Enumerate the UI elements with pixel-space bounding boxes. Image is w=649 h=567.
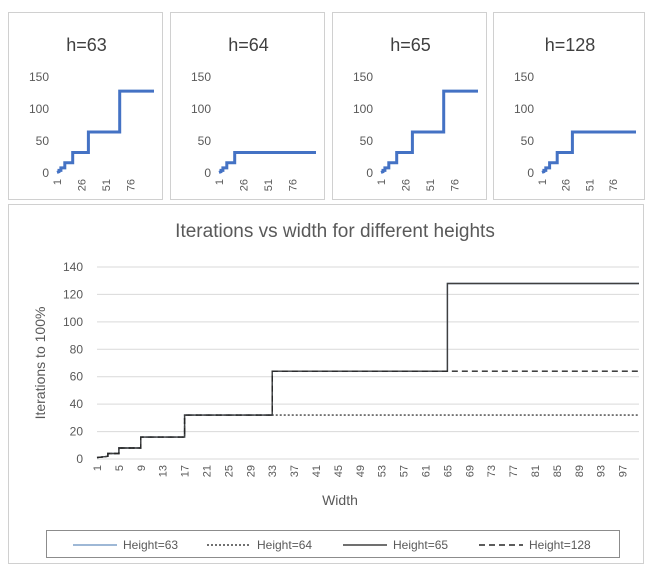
y-tick-label: 0 [42,166,49,180]
y-tick-label: 80 [70,342,84,356]
x-tick-label: 33 [267,465,279,477]
x-tick-label: 9 [136,465,148,471]
x-tick-label: 13 [158,465,170,477]
legend-label: Height=64 [257,538,312,552]
series-line-1 [96,414,639,459]
legend-label: Height=128 [529,538,591,552]
x-tick-label: 73 [486,465,498,477]
main-chart-svg: Iterations vs width for different height… [32,221,639,508]
y-tick-label: 50 [521,134,535,148]
series-line [541,130,636,174]
y-tick-label: 50 [198,134,212,148]
x-tick-label: 21 [201,465,213,477]
y-tick-label: 120 [63,287,83,301]
legend-label: Height=63 [123,538,178,552]
y-tick-label: 100 [353,102,373,116]
x-tick-label: 25 [223,465,235,477]
chart-title: h=65 [390,35,431,55]
y-tick-label: 100 [514,102,534,116]
x-tick-label: 41 [311,465,323,477]
y-tick-label: 150 [29,70,49,84]
main-chart: Iterations vs width for different height… [8,204,644,564]
x-tick-label: 77 [508,465,520,477]
small-chart-h63-svg: h=63 0 50 100 150 1 26 51 76 [29,35,154,191]
x-tick-label: 1 [52,179,64,185]
series-line-3 [96,370,639,459]
y-axis-label: Iterations to 100% [32,307,48,420]
y-tick-label: 0 [204,166,211,180]
x-tick-label: 51 [425,179,437,191]
x-tick-label: 5 [114,465,126,471]
x-tick-label: 76 [449,179,461,191]
y-tick-label: 20 [70,425,84,439]
x-tick-label: 69 [464,465,476,477]
x-tick-label: 81 [530,465,542,477]
small-chart-h128: h=128 0 50 100 150 1 26 51 76 [493,12,645,200]
small-chart-h63: h=63 0 50 100 150 1 26 51 76 [8,12,163,200]
x-tick-label: 76 [125,179,137,191]
small-chart-h64: h=64 0 50 100 150 1 26 51 76 [170,12,325,200]
x-tick-label: 76 [608,179,620,191]
x-tick-label: 61 [420,465,432,477]
x-tick-label: 29 [245,465,257,477]
x-axis-label: Width [322,492,358,508]
x-tick-label: 93 [596,465,608,477]
x-tick-label: 37 [289,465,301,477]
chart-legend: Height=63 Height=64 Height=65 Height=128 [46,530,620,558]
small-chart-h64-svg: h=64 0 50 100 150 1 26 51 76 [191,35,316,191]
y-tick-label: 100 [29,102,49,116]
x-tick-label: 57 [399,465,411,477]
x-tick-label: 1 [537,179,549,185]
small-chart-h65: h=65 0 50 100 150 1 26 51 76 [332,12,487,200]
series-line [56,89,154,174]
x-tick-label: 1 [92,465,104,471]
x-tick-label: 51 [584,179,596,191]
y-tick-label: 40 [70,397,84,411]
y-tick-label: 140 [63,260,83,274]
small-chart-h65-svg: h=65 0 50 100 150 1 26 51 76 [353,35,478,191]
y-tick-label: 100 [63,315,83,329]
small-chart-h128-svg: h=128 0 50 100 150 1 26 51 76 [514,35,636,191]
x-tick-label: 26 [561,179,573,191]
x-tick-label: 65 [442,465,454,477]
y-tick-label: 150 [514,70,534,84]
x-tick-label: 97 [618,465,630,477]
x-tick-label: 51 [263,179,275,191]
x-tick-label: 85 [552,465,564,477]
chart-title: h=64 [228,35,269,55]
legend-svg: Height=63 Height=64 Height=65 Height=128 [73,538,591,552]
y-tick-label: 50 [360,134,374,148]
y-tick-label: 100 [191,102,211,116]
y-tick-label: 0 [76,452,83,466]
series-line [380,89,478,174]
y-tick-label: 0 [366,166,373,180]
x-tick-label: 45 [333,465,345,477]
y-tick-label: 50 [36,134,50,148]
x-tick-label: 17 [180,465,192,477]
x-tick-label: 89 [574,465,586,477]
x-tick-label: 26 [76,179,88,191]
x-tick-label: 26 [400,179,412,191]
x-tick-label: 1 [214,179,226,185]
chart-title: h=128 [545,35,596,55]
y-tick-label: 60 [70,370,84,384]
legend-label: Height=65 [393,538,448,552]
x-tick-label: 51 [101,179,113,191]
x-tick-label: 1 [376,179,388,185]
x-tick-label: 76 [287,179,299,191]
series-line [218,151,316,174]
x-tick-label: 49 [355,465,367,477]
x-tick-label: 26 [238,179,250,191]
y-tick-label: 150 [191,70,211,84]
chart-title: h=63 [66,35,107,55]
y-tick-label: 150 [353,70,373,84]
y-tick-label: 0 [527,166,534,180]
x-tick-label: 53 [377,465,389,477]
chart-title: Iterations vs width for different height… [175,221,495,242]
